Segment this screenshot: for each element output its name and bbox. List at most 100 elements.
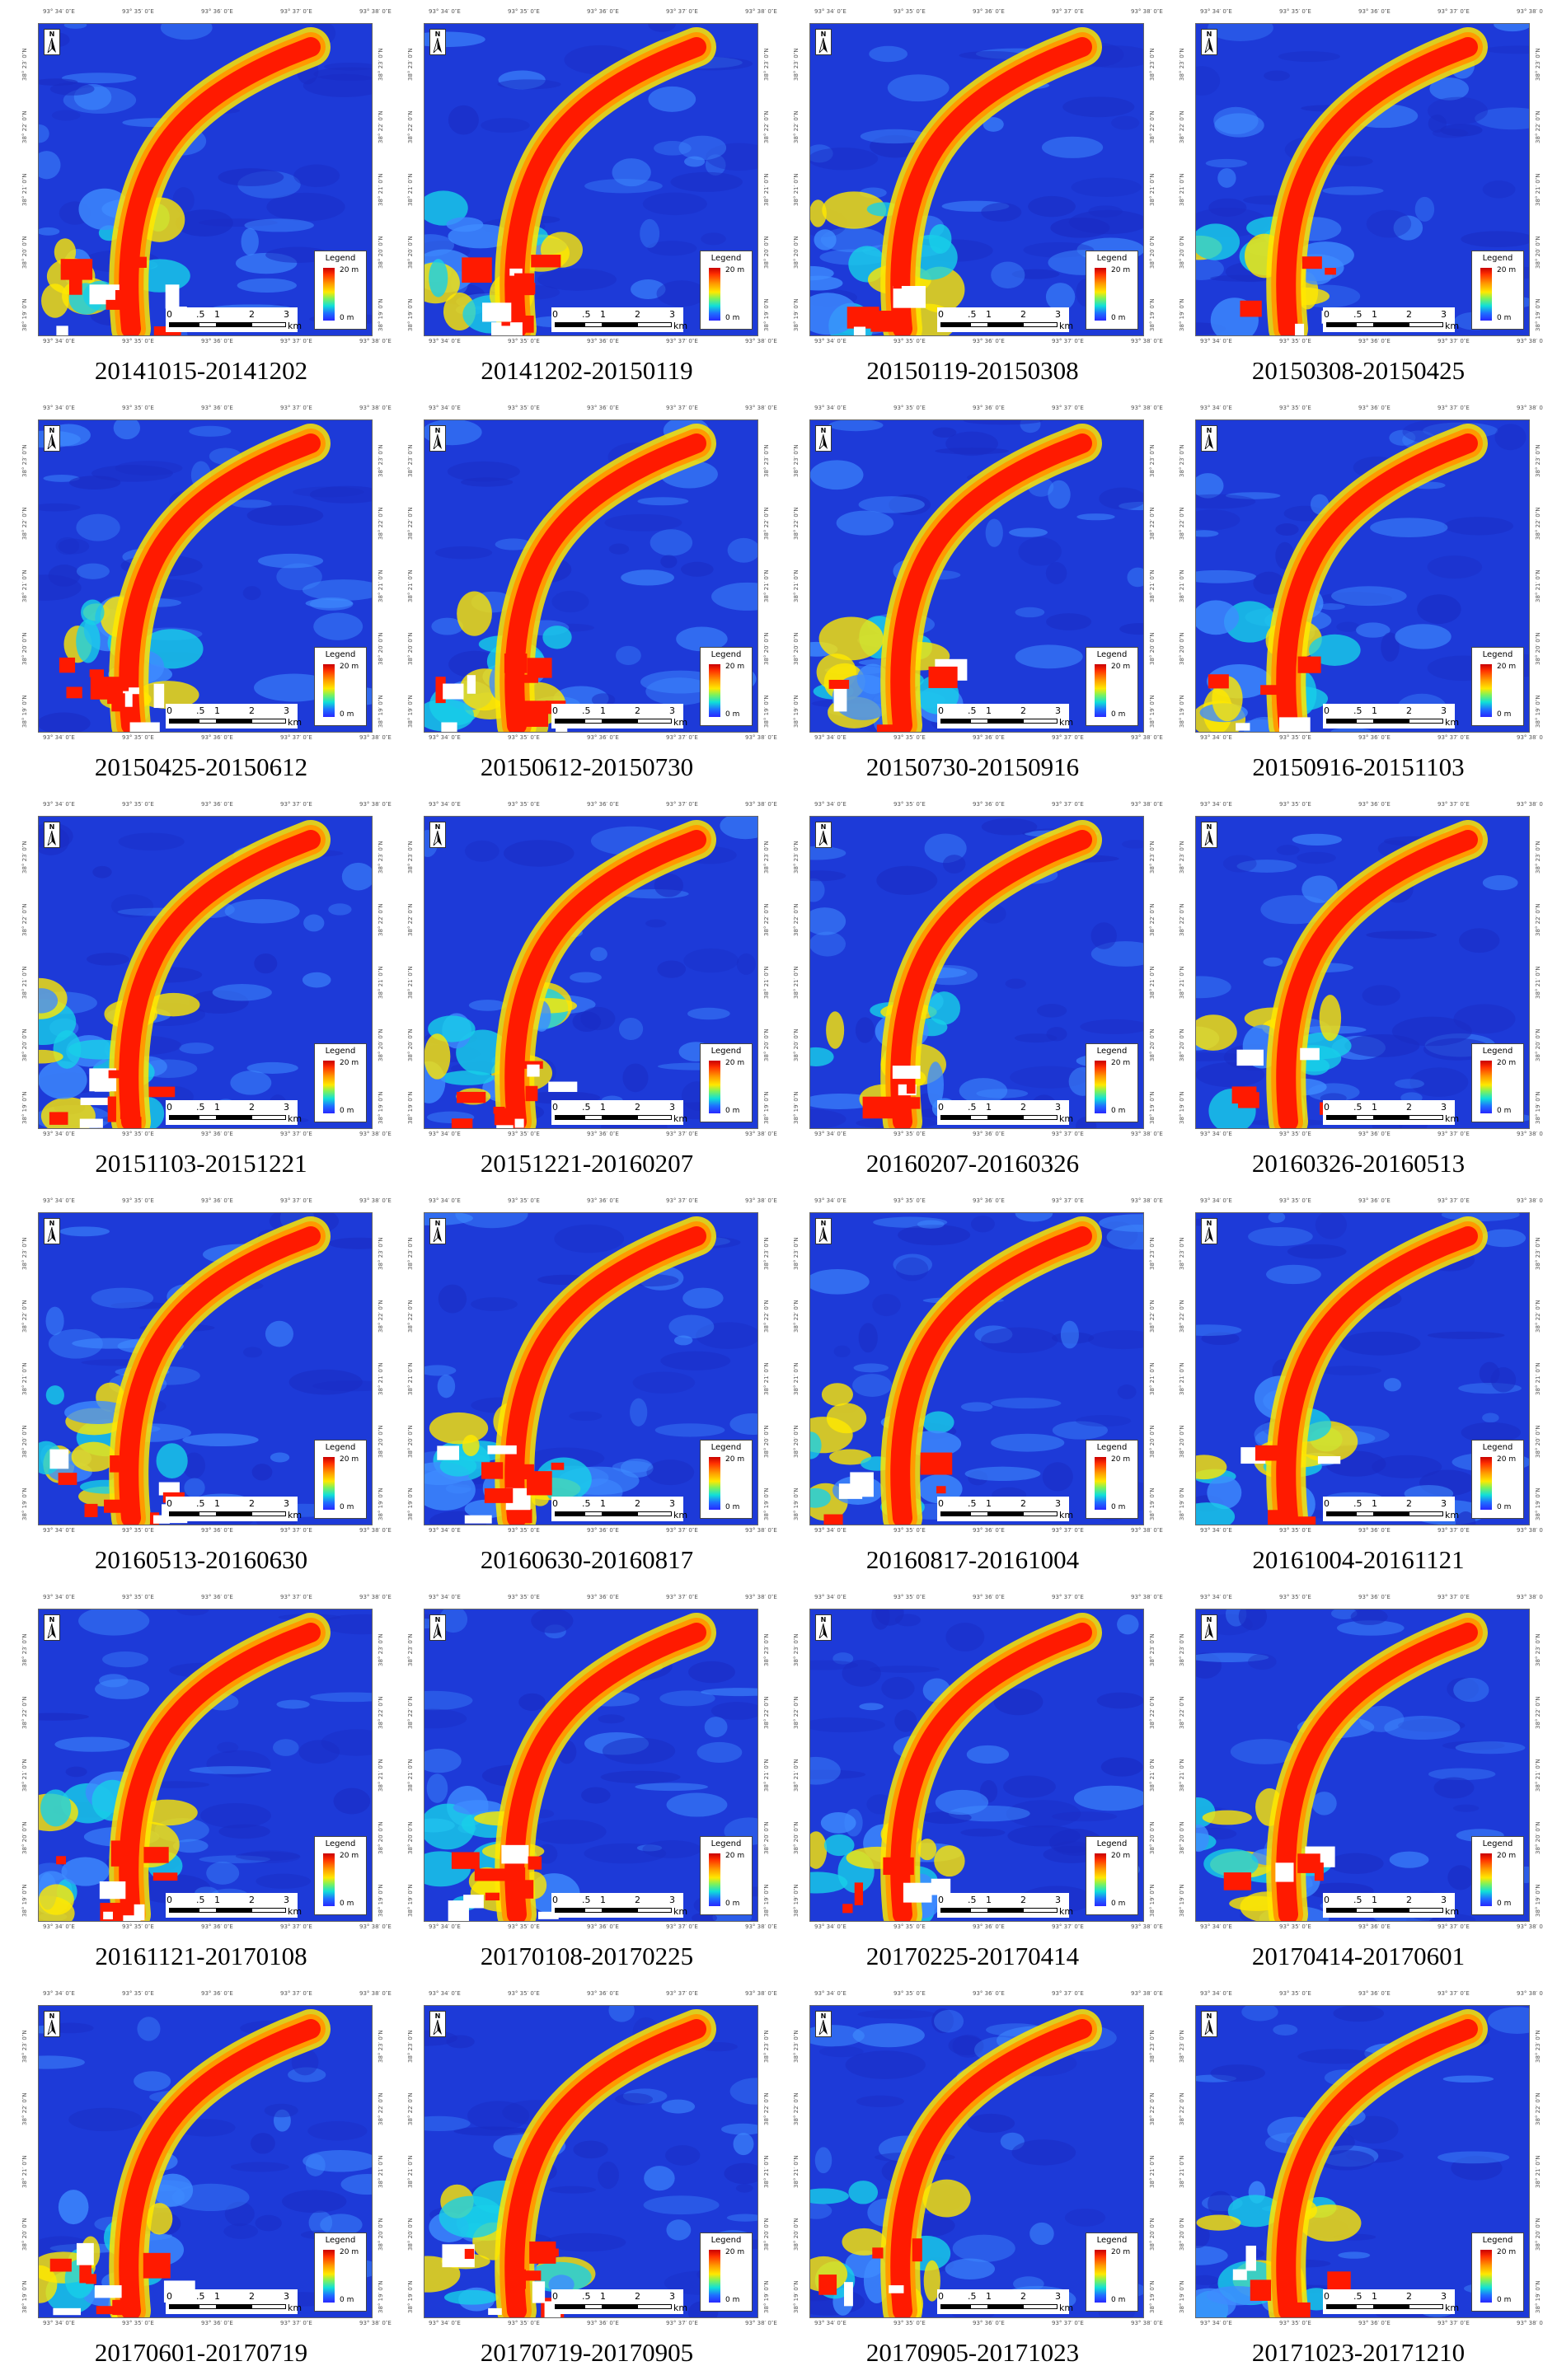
urban-cluster — [104, 1499, 133, 1513]
texture-blotch — [1383, 1378, 1401, 1392]
scale-tick-label-2: .5 — [1353, 1498, 1362, 1509]
texture-blotch — [729, 2078, 757, 2105]
texture-blotch — [857, 2009, 936, 2019]
lowland-patch — [531, 1492, 549, 1506]
texture-blotch — [1006, 1800, 1081, 1828]
legend-min-label: 0 m — [340, 2296, 354, 2304]
texture-blotch — [1417, 594, 1461, 625]
urban-cluster — [876, 724, 910, 732]
legend-min-label: 0 m — [1111, 710, 1126, 719]
longitude-label-top-4: 93° 37′ 0″E — [280, 405, 312, 411]
texture-blotch — [597, 2161, 619, 2190]
texture-blotch — [704, 1717, 728, 1738]
texture-blotch — [729, 1413, 757, 1436]
latitude-label-right-1: 38° 23′ 0″N — [763, 444, 770, 477]
longitude-label-bottom-3: 93° 36′ 0″E — [1358, 734, 1391, 741]
scale-segment-2 — [199, 1115, 217, 1120]
longitude-label-bottom-1: 93° 34′ 0″E — [814, 1527, 847, 1534]
urban-cluster — [1327, 2271, 1351, 2293]
scale-unit-label: km — [1445, 1510, 1460, 1520]
texture-blotch — [645, 677, 713, 705]
legend-color-ramp — [709, 1061, 720, 1113]
texture-blotch — [895, 1257, 929, 1281]
texture-blotch — [328, 1237, 372, 1249]
urban-cluster — [462, 257, 492, 283]
texture-blotch — [1045, 562, 1067, 584]
texture-blotch — [255, 2214, 282, 2232]
urban-cluster — [110, 1840, 134, 1867]
latitude-labels-right: 38° 23′ 0″N 38° 22′ 0″N 38° 21′ 0″N 38° 20′… — [374, 2005, 386, 2317]
latitude-label-left-2: 38° 22′ 0″N — [407, 1300, 414, 1333]
scale-tick-label-4: 2 — [635, 1498, 640, 1509]
longitude-label-top-5: 93° 38′ 0″E — [1517, 8, 1543, 15]
scale-segment-1 — [940, 2304, 970, 2309]
longitude-label-top-1: 93° 34′ 0″E — [1200, 1197, 1232, 1204]
latitude-labels-left: 38° 23′ 0″N 38° 22′ 0″N 38° 21′ 0″N 38° 20′… — [18, 419, 33, 731]
legend-title: Legend — [1096, 650, 1128, 659]
urban-cluster — [488, 2307, 502, 2316]
texture-blotch — [1339, 1331, 1421, 1356]
latitude-label-left-1: 38° 23′ 0″N — [1179, 444, 1185, 477]
texture-blotch — [810, 144, 833, 163]
latitude-label-left-1: 38° 23′ 0″N — [1179, 48, 1185, 81]
longitude-label-bottom-5: 93° 38′ 0″E — [1131, 1527, 1163, 1534]
longitude-label-top-4: 93° 37′ 0″E — [666, 1990, 698, 1997]
latitude-label-right-4: 38° 20′ 0″N — [1149, 632, 1156, 665]
lowland-patch — [922, 2179, 971, 2218]
latitude-labels-left: 38° 23′ 0″N 38° 22′ 0″N 38° 21′ 0″N 38° 20′… — [18, 1212, 33, 1524]
urban-cluster — [870, 311, 898, 332]
texture-blotch — [1278, 51, 1340, 63]
lowland-patch — [810, 199, 827, 227]
scale-unit-label: km — [1059, 1510, 1074, 1520]
longitude-label-bottom-1: 93° 34′ 0″E — [814, 1923, 847, 1930]
latitude-label-left-2: 38° 22′ 0″N — [793, 110, 800, 143]
scale-tick-label-5: 3 — [669, 1895, 675, 1905]
texture-blotch — [273, 2109, 291, 2132]
longitude-label-top-3: 93° 36′ 0″E — [973, 1197, 1005, 1204]
texture-blotch — [217, 1741, 239, 1754]
latitude-label-left-3: 38° 21′ 0″N — [793, 966, 800, 999]
panel-caption: 20170414-20170601 — [1251, 1942, 1466, 1970]
texture-blotch — [1196, 1324, 1242, 1337]
scale-tick-label-1: 0 — [552, 2291, 558, 2302]
scale-segment-1 — [940, 719, 970, 724]
channel-core — [504, 830, 706, 1128]
texture-blotch — [659, 1690, 715, 1707]
texture-blotch — [1088, 205, 1123, 218]
north-arrow-icon — [1204, 38, 1213, 53]
legend-title: Legend — [711, 254, 742, 263]
latitude-labels-right: 38° 23′ 0″N 38° 22′ 0″N 38° 21′ 0″N 38° 20′… — [1146, 2005, 1157, 2317]
texture-blotch — [497, 79, 561, 90]
latitude-label-right-1: 38° 23′ 0″N — [1535, 1633, 1541, 1666]
panel-caption: 20150730-20150916 — [865, 752, 1080, 781]
latitude-label-left-2: 38° 22′ 0″N — [407, 2092, 414, 2125]
urban-cluster — [888, 1097, 921, 1109]
texture-blotch — [537, 268, 617, 291]
deformation-map: N 0.5 1 2 3 km Legend 20 m 0 m — [809, 419, 1144, 733]
panel-caption: 20160326-20160513 — [1251, 1149, 1466, 1178]
texture-blotch — [1036, 1004, 1067, 1018]
legend-max-label: 20 m — [725, 663, 745, 671]
urban-cluster — [68, 277, 82, 295]
scale-tick-label-5: 3 — [1441, 2291, 1447, 2302]
urban-cluster — [49, 1112, 68, 1125]
north-letter: N — [820, 1616, 827, 1623]
latitude-label-right-3: 38° 21′ 0″N — [763, 2155, 770, 2188]
north-letter: N — [820, 30, 827, 38]
lowland-patch — [810, 1047, 834, 1066]
scale-segment-4 — [1023, 2304, 1058, 2309]
scale-tick-label-4: 2 — [635, 1895, 640, 1905]
texture-blotch — [1366, 930, 1437, 939]
texture-blotch — [288, 2067, 326, 2082]
scale-tick-label-3: 1 — [214, 1102, 220, 1113]
longitude-label-top-2: 93° 35′ 0″E — [122, 1990, 154, 1997]
legend-max-label: 20 m — [1111, 663, 1131, 671]
lowland-patch — [446, 217, 484, 232]
urban-cluster — [1245, 2245, 1257, 2271]
latitude-label-left-5: 38° 19′ 0″N — [407, 695, 414, 728]
north-arrow: N — [429, 1614, 446, 1641]
map-panel-17: 93° 34′ 0″E 93° 35′ 0″E 93° 36′ 0″E 93° 37′… — [0, 1586, 392, 1982]
legend-max-label: 20 m — [1497, 266, 1517, 274]
legend-box: Legend 20 m 0 m — [700, 1440, 753, 1519]
latitude-label-left-5: 38° 19′ 0″N — [21, 2280, 28, 2313]
